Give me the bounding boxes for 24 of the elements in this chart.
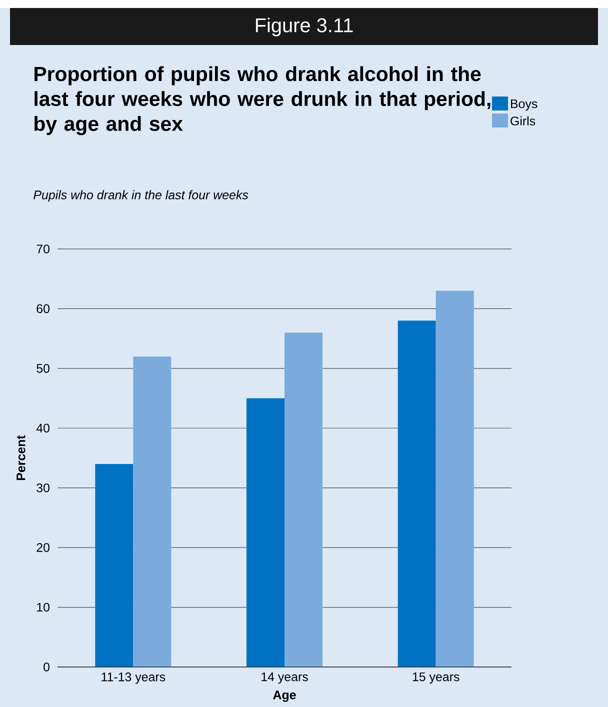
y-tick-label: 30 — [36, 483, 50, 492]
y-tick-label: 60 — [36, 304, 50, 314]
y-tick-label: 40 — [36, 424, 50, 433]
y-axis-title: Percent — [16, 435, 26, 480]
x-tick-label: 14 years — [262, 672, 308, 684]
legend-label: Girls — [510, 116, 536, 126]
y-tick-label: 0 — [44, 662, 50, 672]
chart-subtitle: Pupils who drank in the last four weeks — [34, 190, 248, 202]
x-tick-label: 15 years — [412, 672, 460, 684]
bar — [95, 464, 134, 667]
x-tick-label: 11-13 years — [102, 672, 166, 684]
y-tick-label: 10 — [37, 602, 50, 612]
chart-title: Proportion of pupils who drank alcohol in the last four weeks who were drunk in that period, by age and sex — [34, 66, 490, 136]
y-tick-label: 70 — [36, 244, 50, 254]
bar — [246, 398, 285, 667]
x-axis-title: Age — [273, 690, 296, 702]
bar — [284, 332, 323, 667]
bar — [436, 290, 474, 667]
legend-label: Boys — [511, 99, 538, 111]
caption: Figure 3.11 — [256, 18, 353, 36]
bar — [133, 356, 172, 667]
y-tick-label: 20 — [36, 543, 50, 552]
bar — [398, 320, 436, 667]
y-tick-label: 50 — [36, 364, 50, 373]
